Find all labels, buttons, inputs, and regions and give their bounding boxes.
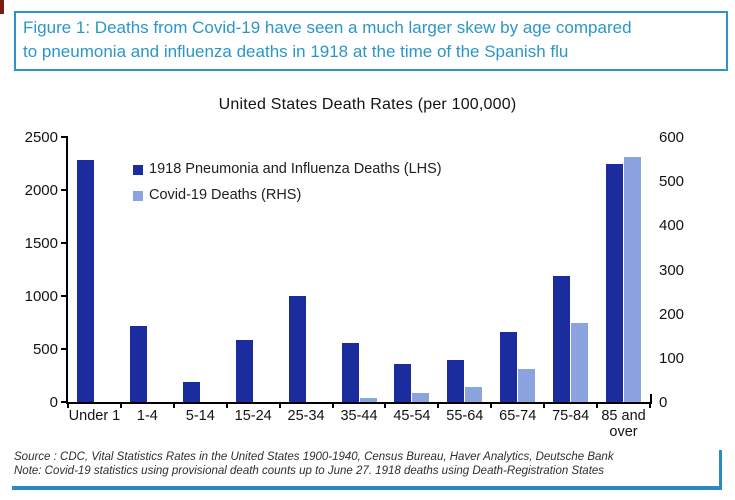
source-note: Source : CDC, Vital Statistics Rates in …: [14, 451, 614, 463]
bar-1918-10: [553, 275, 571, 402]
y-axis-tick-left-1000: [61, 295, 66, 297]
y-axis-label-right-300: 300: [659, 261, 685, 279]
x-axis-tick-7: [437, 404, 440, 408]
data-note: Note: Covid-19 statistics using provisio…: [14, 464, 605, 477]
y-axis-tick-left-1500: [61, 242, 66, 244]
figure-title-box: Figure 1: Deaths from Covid-19 have seen…: [14, 11, 728, 71]
y-axis-left-spine: [66, 136, 68, 404]
bar-covid-8: [465, 386, 483, 402]
y-axis-label-left-500: 500: [32, 341, 58, 358]
x-axis-label-9: 65-74: [499, 408, 537, 424]
figure-title-line2: to pneumonia and influenza deaths in 191…: [23, 42, 569, 61]
figure-title-line1: Figure 1: Deaths from Covid-19 have seen…: [23, 18, 632, 37]
bar-covid-7: [412, 393, 430, 402]
bottom-right-border: [719, 450, 722, 486]
y-axis-tick-left-500: [61, 348, 66, 350]
x-axis-label-1: Under 1: [68, 408, 121, 424]
x-axis-label-2: 1-4: [136, 408, 158, 424]
y-axis-label-right-0: 0: [659, 394, 668, 411]
legend-label-covid: Covid-19 Deaths (RHS): [149, 187, 302, 203]
bar-covid-9: [518, 368, 536, 402]
bar-1918-6: [341, 343, 359, 402]
y-axis-label-right-400: 400: [659, 217, 685, 235]
x-axis-tick-8: [490, 404, 493, 408]
bar-1918-7: [394, 364, 412, 402]
y-axis-label-left-1500: 1500: [24, 235, 58, 252]
x-axis-tick-0: [67, 404, 69, 408]
x-axis-tick-9: [543, 404, 546, 408]
x-axis-label-6: 35-44: [340, 408, 378, 424]
bar-1918-3: [182, 382, 200, 402]
bar-1918-4: [235, 339, 253, 402]
y-axis-tick-left-0: [61, 401, 66, 403]
y-axis-tick-left-2500: [61, 136, 66, 138]
legend-item-1918: 1918 Pneumonia and Influenza Deaths (LHS…: [133, 161, 442, 177]
x-axis-tick-3: [225, 404, 228, 408]
x-axis-end-tick: [650, 394, 652, 402]
x-axis-tick-10: [596, 404, 599, 408]
footnotes: Source : CDC, Vital Statistics Rates in …: [14, 451, 714, 478]
x-axis-tick-2: [172, 404, 175, 408]
x-axis-label-8: 55-64: [446, 408, 484, 424]
x-axis-label-4: 15-24: [234, 408, 272, 424]
x-axis-tick-5: [331, 404, 334, 408]
bar-covid-10: [571, 322, 589, 402]
x-axis-label-3: 5-14: [185, 408, 215, 424]
legend-swatch-1918: [133, 165, 143, 175]
legend-item-covid: Covid-19 Deaths (RHS): [133, 187, 442, 203]
x-axis-tick-6: [384, 404, 387, 408]
x-axis-label-5: 25-34: [287, 408, 325, 424]
x-axis-label-10: 75-84: [552, 408, 590, 424]
legend: 1918 Pneumonia and Influenza Deaths (LHS…: [133, 161, 442, 213]
y-axis-label-left-2500: 2500: [24, 129, 58, 146]
y-axis-label-right-500: 500: [659, 173, 685, 191]
y-axis-label-right-600: 600: [659, 129, 685, 146]
legend-label-1918: 1918 Pneumonia and Influenza Deaths (LHS…: [149, 161, 442, 177]
y-axis-label-right-200: 200: [659, 305, 685, 323]
x-axis-tick-11: [649, 404, 651, 408]
bar-1918-5: [288, 296, 306, 402]
chart-title: United States Death Rates (per 100,000): [218, 96, 517, 113]
bar-1918-2: [129, 325, 147, 402]
x-axis-label-11: 85 and over: [601, 408, 646, 440]
bar-1918-1: [76, 160, 94, 402]
x-axis-tick-1: [119, 404, 122, 408]
bottom-border-line: [12, 486, 722, 490]
page-margin-mark: [0, 0, 4, 14]
x-axis-tick-4: [278, 404, 281, 408]
y-axis-label-left-1000: 1000: [24, 288, 58, 305]
legend-swatch-covid: [133, 191, 143, 201]
bar-covid-11: [624, 156, 642, 402]
bar-covid-6: [359, 397, 377, 402]
x-axis-label-7: 45-54: [393, 408, 431, 424]
y-axis-label-right-100: 100: [659, 349, 685, 367]
y-axis-label-left-2000: 2000: [24, 182, 58, 199]
bar-1918-8: [447, 359, 465, 402]
y-axis-tick-left-2000: [61, 189, 66, 191]
bar-1918-9: [500, 332, 518, 402]
x-axis-spine: [66, 402, 652, 404]
bar-1918-11: [606, 163, 624, 402]
y-axis-label-left-0: 0: [49, 394, 58, 411]
